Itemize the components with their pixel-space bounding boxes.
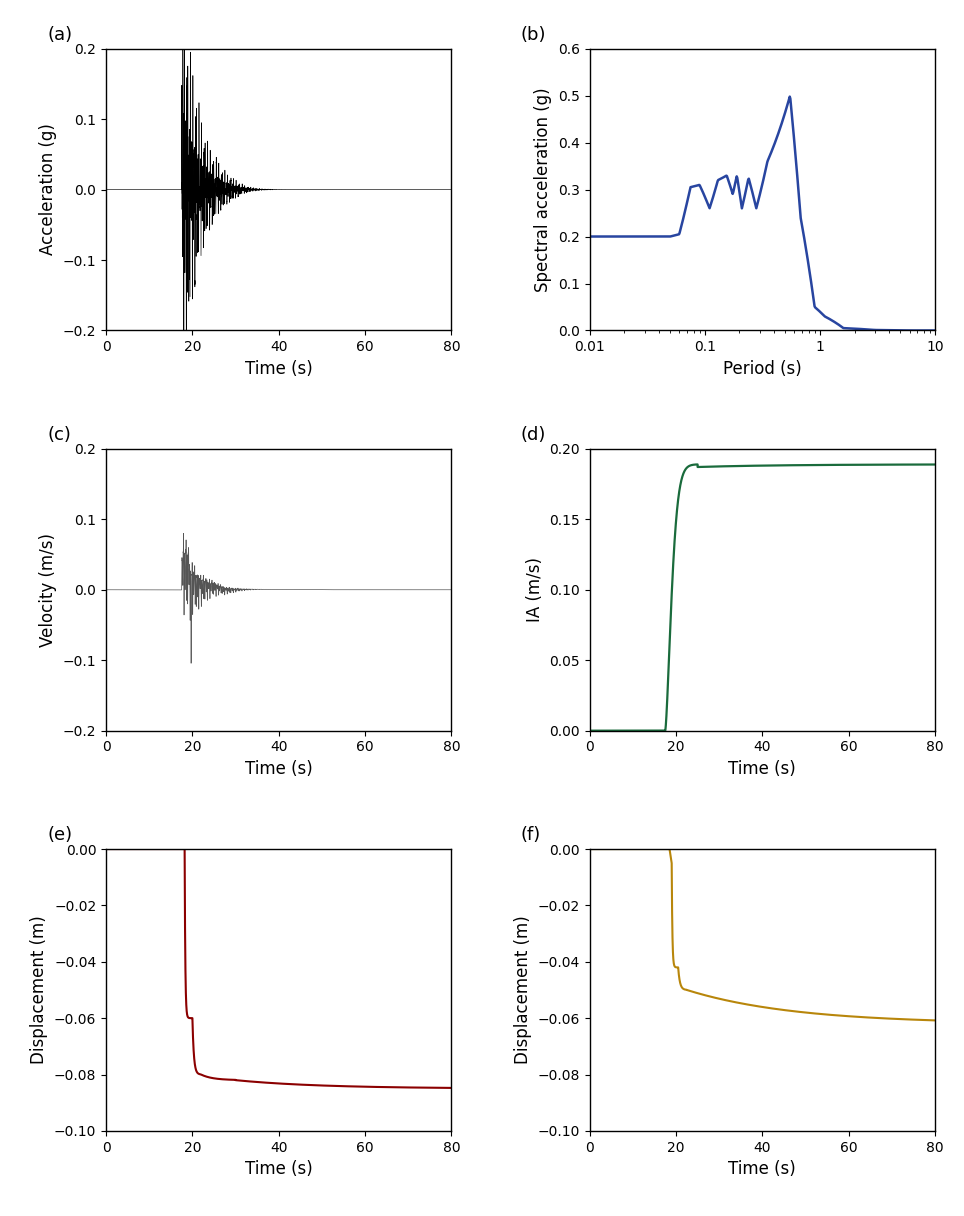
Y-axis label: Acceleration (g): Acceleration (g) (40, 124, 57, 255)
X-axis label: Time (s): Time (s) (245, 1160, 312, 1178)
Y-axis label: Displacement (m): Displacement (m) (31, 916, 48, 1064)
Y-axis label: Velocity (m/s): Velocity (m/s) (40, 533, 57, 647)
X-axis label: Time (s): Time (s) (245, 760, 312, 778)
Y-axis label: Spectral acceleration (g): Spectral acceleration (g) (534, 88, 552, 292)
Y-axis label: Displacement (m): Displacement (m) (514, 916, 532, 1064)
X-axis label: Time (s): Time (s) (245, 360, 312, 378)
Text: (e): (e) (47, 827, 72, 844)
Text: (c): (c) (47, 427, 71, 444)
Text: (f): (f) (521, 827, 541, 844)
Text: (a): (a) (47, 26, 72, 44)
Y-axis label: IA (m/s): IA (m/s) (525, 557, 544, 623)
Text: (d): (d) (521, 427, 546, 444)
X-axis label: Time (s): Time (s) (729, 760, 796, 778)
X-axis label: Period (s): Period (s) (723, 360, 802, 378)
X-axis label: Time (s): Time (s) (729, 1160, 796, 1178)
Text: (b): (b) (521, 26, 546, 44)
